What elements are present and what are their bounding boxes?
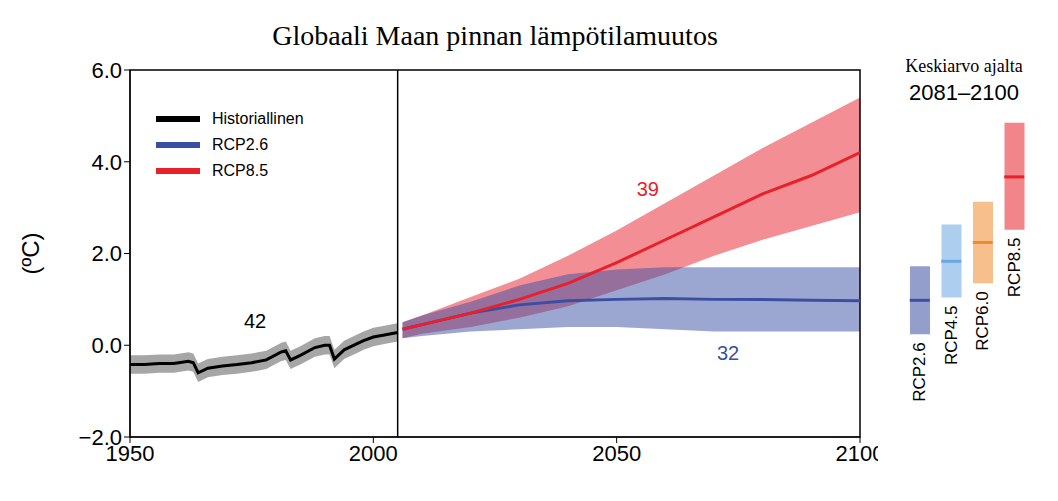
- svg-text:0.0: 0.0: [91, 333, 122, 358]
- svg-text:RCP4.5: RCP4.5: [942, 306, 961, 366]
- svg-text:RCP2.6: RCP2.6: [911, 342, 930, 402]
- svg-text:RCP6.0: RCP6.0: [974, 291, 993, 351]
- svg-text:42: 42: [244, 310, 266, 332]
- html-text:2081–2100: 2081–2100: [908, 80, 1020, 105]
- html-text:RCP8.5: RCP8.5: [212, 162, 268, 179]
- svg-text:2.0: 2.0: [91, 241, 122, 266]
- svg-text:2100: 2100: [836, 441, 878, 466]
- svg-text:2050: 2050: [592, 441, 641, 466]
- svg-text:RCP8.5: RCP8.5: [1005, 238, 1024, 298]
- svg-text:(ºC): (ºC): [17, 232, 44, 274]
- html-text:Globaali Maan pinnan lämpötila: Globaali Maan pinnan lämpötilamuutos: [272, 20, 718, 51]
- svg-text:1950: 1950: [105, 440, 155, 466]
- html-text:Historiallinen: Historiallinen: [212, 110, 304, 127]
- svg-text:6.0: 6.0: [91, 58, 122, 83]
- svg-text:2000: 2000: [349, 441, 398, 466]
- svg-text:4.0: 4.0: [91, 150, 122, 175]
- html-text:RCP2.6: RCP2.6: [212, 136, 268, 153]
- svg-text:−2.0: −2.0: [79, 425, 122, 450]
- svg-text:39: 39: [637, 178, 659, 200]
- svg-text:32: 32: [717, 342, 739, 364]
- html-text:Keskiarvo ajalta: Keskiarvo ajalta: [905, 56, 1023, 76]
